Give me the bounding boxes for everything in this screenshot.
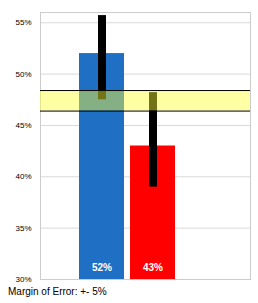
svg-text:30%: 30%: [15, 275, 31, 284]
svg-text:55%: 55%: [15, 18, 31, 27]
svg-text:52%: 52%: [92, 262, 112, 273]
svg-text:35%: 35%: [15, 224, 31, 233]
svg-text:50%: 50%: [15, 70, 31, 79]
html-text:Margin of Error: +- 5%: Margin of Error: +- 5%: [8, 286, 107, 297]
svg-text:40%: 40%: [15, 172, 31, 181]
svg-text:43%: 43%: [143, 262, 163, 273]
svg-text:45%: 45%: [15, 121, 31, 130]
